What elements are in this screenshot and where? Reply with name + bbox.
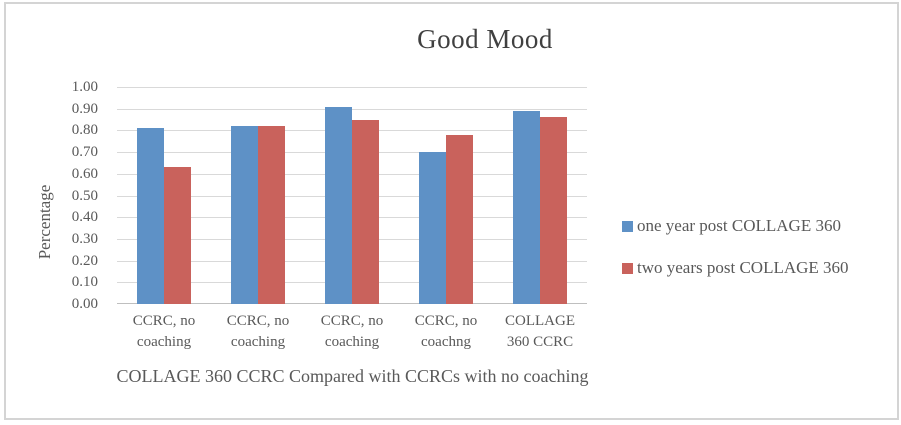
y-tick-label: 0.90 <box>71 100 98 117</box>
legend-label: one year post COLLAGE 360 <box>637 216 841 235</box>
legend-marker-icon <box>622 220 633 232</box>
bar-series-2-group-1 <box>164 167 191 304</box>
y-tick-label: 0.30 <box>71 230 98 247</box>
legend-item-2: two years post COLLAGE 360 <box>622 258 849 278</box>
y-tick-label: 0.60 <box>71 165 98 182</box>
plot-area <box>117 87 587 304</box>
legend-label: two years post COLLAGE 360 <box>637 258 849 277</box>
x-category-label: CCRC, no coaching <box>226 313 290 350</box>
y-tick-label: 0.10 <box>71 274 98 291</box>
x-category-label: CCRC, no coaching <box>320 313 384 350</box>
y-tick-label: 0.00 <box>71 296 98 312</box>
bar-series-2-group-3 <box>352 119 379 304</box>
bar-series-2-group-2 <box>258 126 285 304</box>
x-category-label: COLLAGE 360 CCRC <box>505 313 575 350</box>
bar-series-1-group-3 <box>325 106 352 304</box>
legend-item-1: one year post COLLAGE 360 <box>622 216 841 236</box>
chart-title: Good Mood <box>417 24 553 54</box>
y-tick-label: 1.00 <box>71 79 98 95</box>
x-category-label: CCRC, no coaching <box>132 313 196 350</box>
gridline <box>117 108 587 110</box>
bar-series-1-group-4 <box>419 152 446 304</box>
y-tick-label: 0.80 <box>71 122 98 139</box>
bar-series-2-group-5 <box>540 117 567 304</box>
y-tick-label: 0.70 <box>71 144 98 161</box>
y-tick-label: 0.20 <box>71 252 98 269</box>
bar-series-1-group-1 <box>137 128 164 304</box>
bar-series-1-group-5 <box>513 110 540 304</box>
x-category-label: CCRC, no coachng <box>414 313 478 350</box>
bar-series-1-group-2 <box>231 126 258 304</box>
y-tick-label: 0.40 <box>71 209 98 226</box>
x-axis-title: COLLAGE 360 CCRC Compared with CCRCs wit… <box>116 366 589 386</box>
y-tick-label: 0.50 <box>71 187 98 204</box>
bar-series-2-group-4 <box>446 134 473 304</box>
gridline <box>117 87 587 88</box>
legend-marker-icon <box>622 262 633 274</box>
